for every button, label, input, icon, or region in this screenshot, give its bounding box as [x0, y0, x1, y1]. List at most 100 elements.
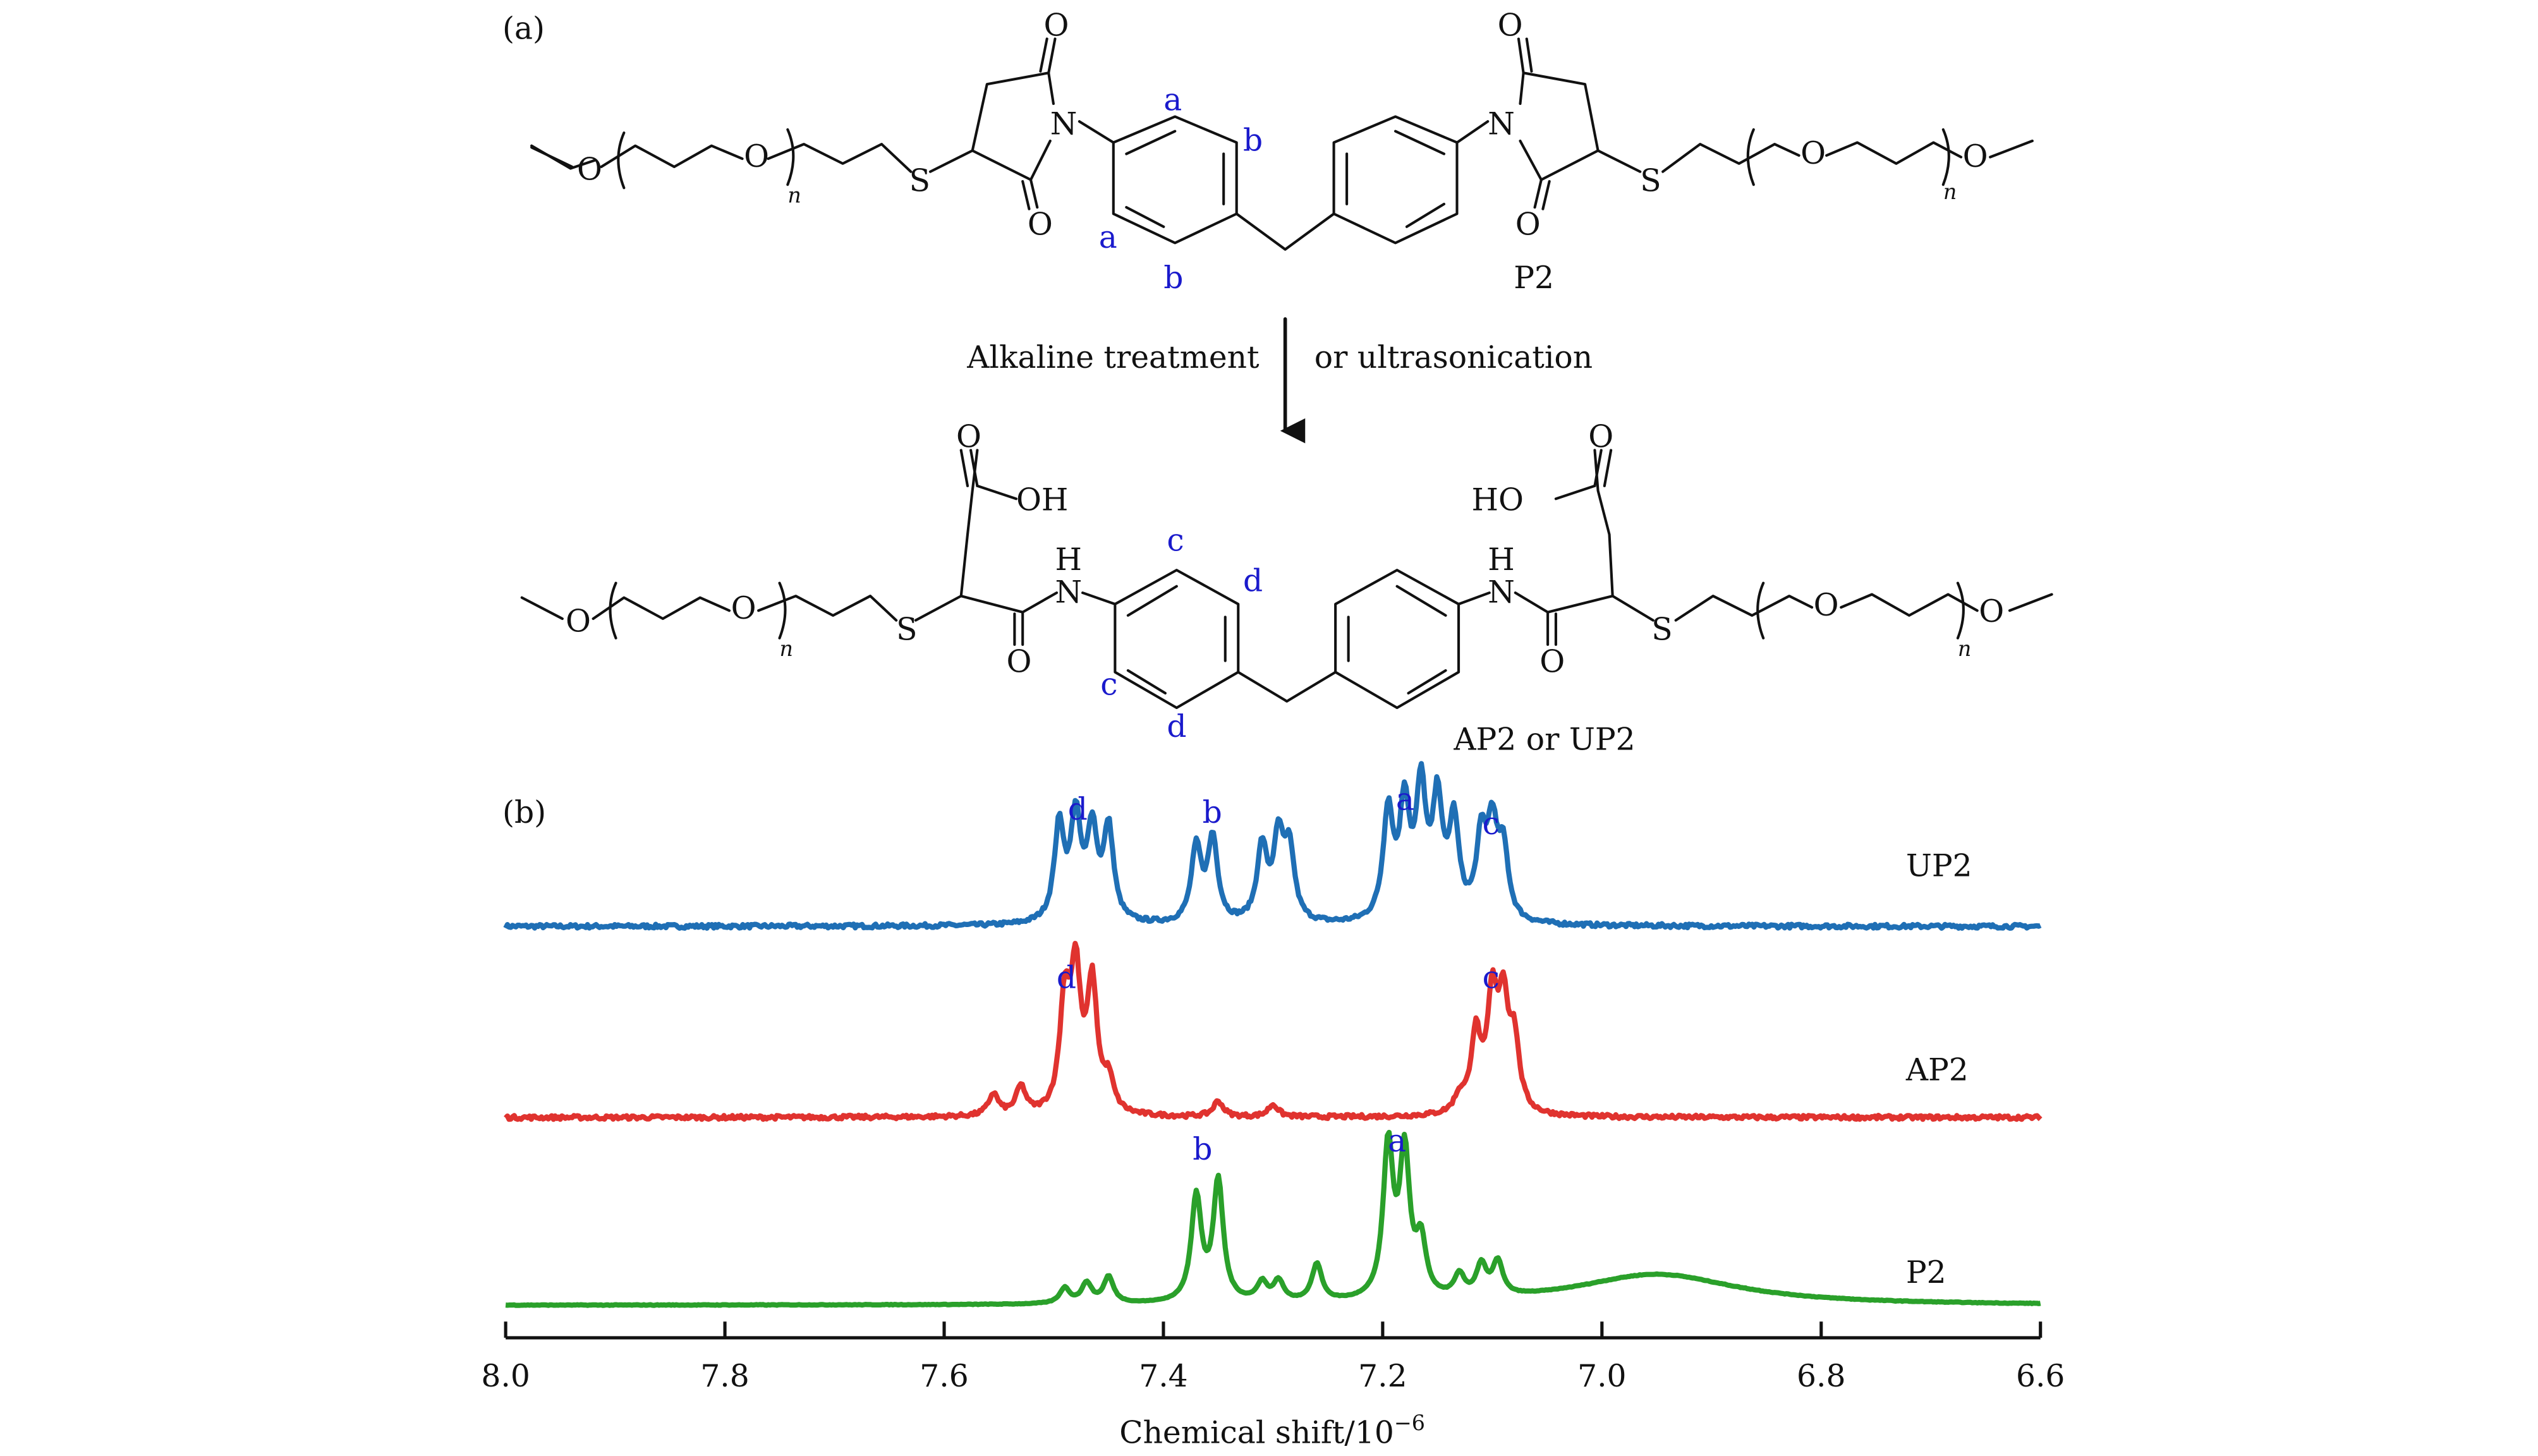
atom-o: O — [577, 152, 602, 187]
atom-s: S — [909, 163, 930, 198]
x-tick-label: 6.8 — [1797, 1359, 1845, 1394]
proton-label: c — [1100, 667, 1117, 702]
bottom-proton-labels: c d c d — [1100, 523, 1263, 744]
top-left-succinimide-ring — [971, 71, 1055, 181]
bottom-right-acid-carbonyl — [1593, 449, 1613, 487]
top-molecule-name: P2 — [1514, 260, 1554, 296]
bottom-left-amide-carbonyl — [1013, 610, 1024, 646]
atom-o: O — [731, 591, 756, 626]
peak-label: c — [1483, 806, 1500, 842]
x-tick-label: 7.4 — [1139, 1359, 1187, 1394]
top-methylene-bridge — [1235, 212, 1335, 251]
top-molecule — [530, 37, 2034, 251]
atom-n-subscript: n — [1958, 636, 1971, 661]
top-left-peg-bracket-left — [617, 131, 626, 190]
atom-o: O — [1498, 8, 1523, 43]
atom-h: H — [1055, 542, 1081, 578]
bottom-right-peg-bracket-left — [1756, 581, 1765, 640]
bottom-right-benzene-inner — [1347, 585, 1447, 695]
x-tick-label: 7.8 — [700, 1359, 749, 1394]
spectrum-trace-ap2 — [504, 940, 2043, 1122]
series-label-p2: P2 — [1906, 1255, 1946, 1290]
atom-n-subscript: n — [787, 183, 801, 207]
panel-a: (a) — [502, 8, 2053, 758]
bottom-right-s-link — [1611, 595, 1655, 622]
series-label-up2: UP2 — [1906, 849, 1972, 884]
top-right-succinimide-ring — [1519, 71, 1600, 181]
atom-oh: OH — [1016, 482, 1068, 518]
proton-label: d — [1167, 709, 1186, 744]
atom-h: H — [1488, 542, 1514, 578]
proton-label: b — [1163, 260, 1183, 296]
atom-s: S — [1651, 612, 1672, 647]
top-right-peg-path — [1661, 139, 2034, 173]
bottom-left-acid-oh — [976, 484, 1017, 500]
atom-n: N — [1488, 574, 1515, 610]
proton-label: c — [1167, 523, 1184, 558]
arrow-right-text: or ultrasonication — [1315, 340, 1593, 375]
peak-label: a — [1388, 1124, 1406, 1159]
bottom-left-n-aryl-bond — [1081, 591, 1117, 605]
x-tick-label: 7.6 — [920, 1359, 968, 1394]
bottom-right-acid-oh — [1554, 484, 1596, 500]
x-tick-label: 8.0 — [481, 1359, 530, 1394]
x-axis-title: Chemical shift/10−6 — [1119, 1410, 1425, 1450]
top-right-benzene-inner — [1345, 130, 1446, 228]
proton-label: a — [1163, 82, 1182, 118]
x-tick-label: 7.0 — [1577, 1359, 1626, 1394]
peak-label: c — [1483, 960, 1500, 995]
peak-label: d — [1068, 792, 1088, 827]
bottom-molecule-name: AP2 or UP2 — [1453, 722, 1635, 758]
top-right-peg-bracket-right — [1941, 128, 1950, 186]
peak-label: b — [1203, 795, 1222, 830]
top-right-benzene — [1332, 115, 1459, 245]
atom-o: O — [1800, 136, 1826, 171]
peak-labels: d b a c d c b a — [1057, 782, 1500, 1167]
atom-o: O — [1979, 594, 2004, 629]
top-right-carbonyl-up — [1517, 37, 1533, 75]
peak-label: d — [1057, 960, 1076, 995]
atom-o: O — [1007, 645, 1032, 680]
bottom-atom-labels: O O n S O OH H N O H N HO O O S O n O — [566, 419, 2004, 679]
top-left-peg-bracket-right — [786, 128, 795, 186]
proton-label: a — [1099, 220, 1117, 255]
peak-label: a — [1396, 782, 1414, 817]
top-left-carbonyl-down — [1021, 178, 1039, 210]
bottom-methylene-bridge — [1237, 670, 1337, 703]
bottom-right-peg-path — [1674, 593, 2053, 622]
panel-b-label: (b) — [502, 795, 546, 830]
panel-a-label: (a) — [502, 11, 545, 47]
atom-o: O — [956, 419, 981, 454]
atom-o: O — [1963, 139, 1988, 174]
top-right-carbonyl-down — [1533, 178, 1551, 210]
atom-o: O — [1515, 207, 1541, 243]
proton-label: b — [1243, 123, 1263, 158]
atom-o: O — [566, 604, 591, 640]
proton-label: d — [1243, 563, 1263, 598]
bottom-right-amide-carbonyl — [1546, 610, 1557, 646]
x-axis-ticks: 8.0 7.8 7.6 7.4 7.2 7.0 6.8 6.6 — [481, 1321, 2065, 1394]
x-tick-label: 6.6 — [2016, 1359, 2065, 1394]
panel-b: (b) UP2 AP2 P2 d b a c d c b a 8.0 7.8 7.6… — [481, 761, 2065, 1450]
atom-o: O — [1044, 8, 1069, 43]
atom-s: S — [1640, 163, 1661, 198]
bottom-left-benzene-inner — [1126, 585, 1227, 695]
top-proton-labels: a b a b — [1099, 82, 1263, 296]
top-left-n-aryl-bond — [1078, 120, 1115, 144]
x-axis-title-text: Chemical shift/10 — [1119, 1416, 1394, 1451]
bottom-left-peg-bracket-right — [778, 581, 787, 640]
spectrum-trace-up2 — [503, 761, 2042, 931]
bottom-molecule — [520, 449, 2053, 710]
x-axis-title-exponent: −6 — [1394, 1410, 1425, 1435]
atom-n: N — [1488, 107, 1515, 142]
top-atom-labels: O O n S O N O N O O S O n O — [577, 8, 1988, 242]
x-tick-label: 7.2 — [1358, 1359, 1407, 1394]
atom-n-subscript: n — [780, 636, 793, 661]
atom-o: O — [744, 139, 769, 174]
atom-o: O — [1028, 207, 1053, 243]
bottom-left-benzene — [1114, 569, 1240, 710]
atom-o: O — [1539, 645, 1565, 680]
top-right-s-link — [1596, 149, 1642, 173]
top-right-peg-bracket-left — [1746, 128, 1755, 186]
